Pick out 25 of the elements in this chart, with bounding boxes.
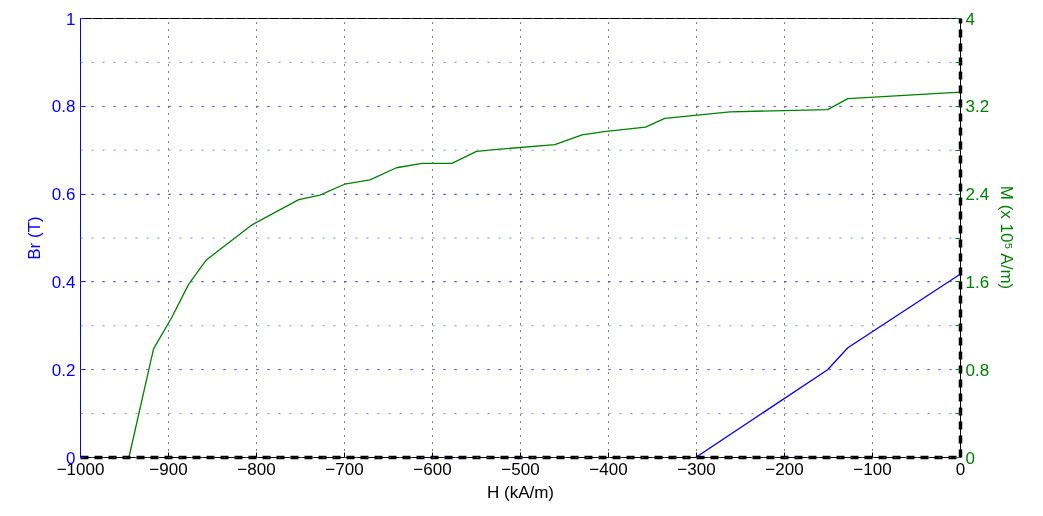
x-tick-label: −500 xyxy=(501,459,540,479)
x-tick-label: −700 xyxy=(325,459,364,479)
y-tick-label: 0.8 xyxy=(51,97,76,117)
y-tick-label: 0.4 xyxy=(51,272,76,292)
x-tick-label: 0 xyxy=(955,459,966,479)
x-tick-label: −900 xyxy=(149,459,188,479)
x-tick-label: −600 xyxy=(413,459,452,479)
x-tick-label: −800 xyxy=(237,459,276,479)
y2-tick-label: 3.2 xyxy=(965,97,990,117)
y-axis-title: Br (T) xyxy=(24,216,44,260)
y-tick-label: 0.2 xyxy=(51,360,76,380)
y2-tick-label: 4 xyxy=(965,9,975,29)
line-series xyxy=(128,91,961,458)
y-tick-label: 0.6 xyxy=(51,185,76,205)
y2-tick-label: 1.6 xyxy=(965,272,990,292)
x-axis-title: H (kA/m) xyxy=(486,482,555,502)
x-tick-label: −200 xyxy=(765,459,804,479)
x-tick-label: −100 xyxy=(853,459,892,479)
y2-tick-label: 2.4 xyxy=(965,185,990,205)
x-tick-label: −400 xyxy=(589,459,628,479)
y2-axis-title: M (x 10⁵ A/m) xyxy=(997,185,1017,290)
line-series xyxy=(694,273,961,458)
y-tick-label: 1 xyxy=(66,9,76,29)
x-tick-label: −300 xyxy=(677,459,716,479)
y2-tick-label: 0.8 xyxy=(965,360,990,380)
